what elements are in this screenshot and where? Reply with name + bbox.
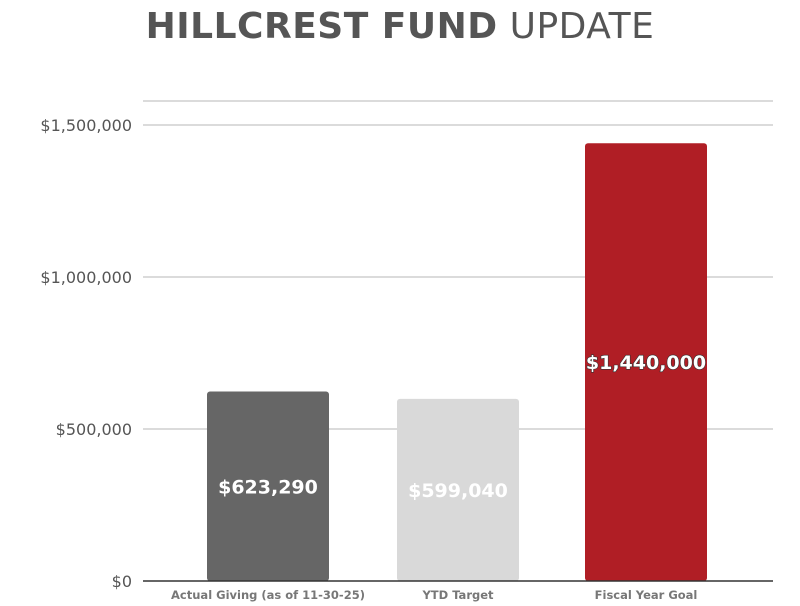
chart-title-light: UPDATE <box>509 6 655 47</box>
y-tick-label: $1,000,000 <box>40 268 132 287</box>
chart-title-bold: HILLCREST FUND <box>145 6 498 47</box>
bar <box>207 391 329 581</box>
data-label: $623,290 <box>218 476 318 498</box>
y-tick-label: $500,000 <box>56 420 132 439</box>
chart-title: HILLCREST FUND UPDATE <box>0 6 800 47</box>
y-tick-label: $1,500,000 <box>40 116 132 135</box>
category-label: Actual Giving (as of 11-30-25) <box>171 588 365 602</box>
data-label: $599,040 <box>408 480 508 502</box>
bar <box>585 143 707 582</box>
category-label: Fiscal Year Goal <box>595 588 698 602</box>
y-tick-label: $0 <box>112 572 132 591</box>
data-label: $1,440,000 <box>586 352 706 374</box>
category-label: YTD Target <box>421 588 494 602</box>
bar <box>397 398 519 581</box>
